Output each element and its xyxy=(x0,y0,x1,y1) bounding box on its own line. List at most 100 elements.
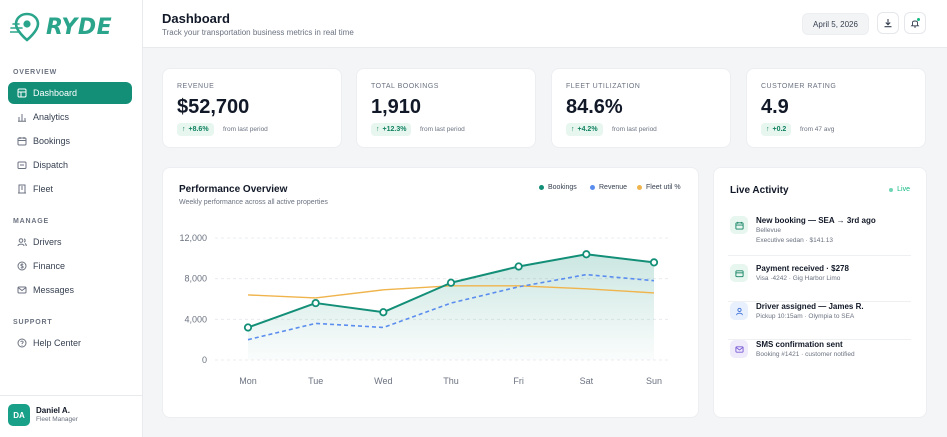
kpi-label: CUSTOMER RATING xyxy=(761,83,837,90)
kpi-value: 84.6% xyxy=(566,96,623,118)
dispatch-icon xyxy=(17,160,27,170)
performance-overview-card: Performance Overview Weekly performance … xyxy=(162,167,699,418)
y-tick-label: 12,000 xyxy=(179,233,207,243)
legend-swatch xyxy=(637,185,642,190)
users-icon xyxy=(17,237,27,247)
legend-item-bookings[interactable]: Bookings xyxy=(539,184,577,191)
sidebar-item-dashboard[interactable]: Dashboard xyxy=(8,82,132,104)
bar-chart-icon xyxy=(17,112,27,122)
activity-title: New booking — SEA → 3rd ago xyxy=(756,216,876,225)
download-button[interactable] xyxy=(877,12,899,34)
x-tick-label: Sun xyxy=(646,376,662,386)
activity-title: Payment received · $278 xyxy=(756,264,849,273)
date-picker-button[interactable]: April 5, 2026 xyxy=(802,13,869,35)
card-subtitle: Weekly performance across all active pro… xyxy=(179,199,328,206)
y-tick-label: 4,000 xyxy=(184,314,207,324)
kpi-card-revenue[interactable]: REVENUE $52,700 ↑ +8.6% from last period xyxy=(162,68,342,148)
sidebar-item-label: Dashboard xyxy=(33,88,78,98)
brand-logo[interactable]: RYDE xyxy=(10,10,120,44)
performance-chart[interactable]: 12,000 8,000 4,000 0 Mon Tue Wed Thu Fri Sat Sun xyxy=(163,168,700,419)
bookings-point xyxy=(379,308,388,317)
calendar-icon xyxy=(17,136,27,146)
top-header: Dashboard Track your transportation busi… xyxy=(143,0,947,48)
activity-detail: Bellevue xyxy=(756,227,781,234)
kpi-value: $52,700 xyxy=(177,96,250,118)
activity-detail: Pickup 10:15am · Olympia to SEA xyxy=(756,313,855,320)
x-tick-label: Mon xyxy=(239,376,257,386)
sidebar-item-dispatch[interactable]: Dispatch xyxy=(8,154,132,176)
live-status-label: Live xyxy=(897,186,910,193)
legend-item-revenue[interactable]: Revenue xyxy=(590,184,627,191)
card-title: Performance Overview xyxy=(179,184,288,195)
sidebar-item-label: Fleet xyxy=(33,184,54,194)
kpi-change-badge: ↑ +8.6% xyxy=(177,123,214,136)
live-activity-card: Live Activity Live New booking — SEA → 3… xyxy=(713,167,927,418)
legend-swatch xyxy=(539,185,544,190)
kpi-note: from 47 avg xyxy=(800,126,835,133)
kpi-value: 1,910 xyxy=(371,96,422,118)
mail-icon xyxy=(17,285,27,295)
notifications-button[interactable] xyxy=(904,12,926,34)
y-tick-label: 0 xyxy=(202,355,207,365)
sidebar-item-label: Finance xyxy=(33,261,66,271)
sidebar-item-finance[interactable]: Finance xyxy=(8,255,132,277)
sidebar-item-analytics[interactable]: Analytics xyxy=(8,106,132,128)
legend-label: Bookings xyxy=(548,184,577,191)
kpi-change: +12.3% xyxy=(382,126,407,133)
kpi-change-badge: ↑ +4.2% xyxy=(566,123,603,136)
activity-item[interactable]: New booking — SEA → 3rd ago Bellevue Exe… xyxy=(728,216,911,256)
kpi-change: +4.2% xyxy=(577,126,598,133)
activity-detail: Executive sedan · $141.13 xyxy=(756,237,833,244)
sidebar: RYDE OVERVIEW Dashboard Analytics Bookin… xyxy=(0,0,143,437)
user-name: Daniel A. xyxy=(36,406,70,415)
nav-section-support: SUPPORT xyxy=(13,319,53,326)
sidebar-item-label: Help Center xyxy=(33,338,82,348)
sidebar-item-label: Analytics xyxy=(33,112,70,122)
kpi-card-bookings[interactable]: TOTAL BOOKINGS 1,910 ↑ +12.3% from last p… xyxy=(356,68,536,148)
calendar-icon xyxy=(730,216,748,234)
kpi-card-customer-rating[interactable]: CUSTOMER RATING 4.9 ↑ +0.2 from 47 avg xyxy=(746,68,926,148)
bookings-point xyxy=(649,258,659,267)
sidebar-item-help-center[interactable]: Help Center xyxy=(8,332,132,354)
activity-item[interactable]: Driver assigned — James R. Pickup 10:15a… xyxy=(728,302,911,340)
download-icon xyxy=(884,19,892,28)
legend-item-fleet-util[interactable]: Fleet util % xyxy=(637,184,681,191)
x-tick-label: Wed xyxy=(374,376,392,386)
x-tick-label: Sat xyxy=(580,376,594,386)
avatar: DA xyxy=(8,404,30,426)
x-tick-label: Thu xyxy=(443,376,459,386)
location-pin-icon xyxy=(10,12,40,42)
arrow-up-icon: ↑ xyxy=(376,126,380,133)
kpi-label: TOTAL BOOKINGS xyxy=(371,83,439,90)
kpi-label: REVENUE xyxy=(177,83,215,90)
activity-item[interactable]: Payment received · $278 Visa ·4242 · Gig… xyxy=(728,264,911,302)
x-tick-label: Fri xyxy=(513,376,524,386)
bookings-point xyxy=(446,278,456,287)
page-title: Dashboard xyxy=(162,11,230,26)
sidebar-item-label: Dispatch xyxy=(33,160,69,170)
arrow-up-icon: ↑ xyxy=(571,126,575,133)
legend-label: Fleet util % xyxy=(646,184,681,191)
user-icon xyxy=(730,302,748,320)
live-dot xyxy=(889,187,894,192)
page-subtitle: Track your transportation business metri… xyxy=(162,28,354,37)
nav-section-overview: OVERVIEW xyxy=(13,69,58,76)
card-title: Live Activity xyxy=(730,185,789,196)
sidebar-item-drivers[interactable]: Drivers xyxy=(8,231,132,253)
activity-item[interactable]: SMS confirmation sent Booking #1421 · cu… xyxy=(728,340,911,378)
arrow-up-icon: ↑ xyxy=(766,126,770,133)
sidebar-item-bookings[interactable]: Bookings xyxy=(8,130,132,152)
nav-section-manage: MANAGE xyxy=(13,218,49,225)
card-icon xyxy=(730,264,748,282)
sidebar-item-messages[interactable]: Messages xyxy=(8,279,132,301)
kpi-card-fleet-utilization[interactable]: FLEET UTILIZATION 84.6% ↑ +4.2% from last… xyxy=(551,68,731,148)
activity-detail: Visa ·4242 · Gig Harbor Limo xyxy=(756,275,841,282)
sidebar-item-label: Messages xyxy=(33,285,75,295)
sidebar-item-fleet[interactable]: Fleet xyxy=(8,178,132,200)
arrow-up-icon: ↑ xyxy=(182,126,186,133)
notification-dot xyxy=(917,18,920,21)
user-profile[interactable]: DA Daniel A. Fleet Manager xyxy=(0,395,143,437)
activity-detail: Booking #1421 · customer notified xyxy=(756,351,855,358)
bookings-point xyxy=(582,250,591,259)
user-role: Fleet Manager xyxy=(36,416,78,423)
